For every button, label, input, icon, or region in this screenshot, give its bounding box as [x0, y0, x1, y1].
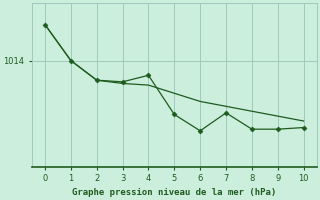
X-axis label: Graphe pression niveau de la mer (hPa): Graphe pression niveau de la mer (hPa): [72, 188, 276, 197]
